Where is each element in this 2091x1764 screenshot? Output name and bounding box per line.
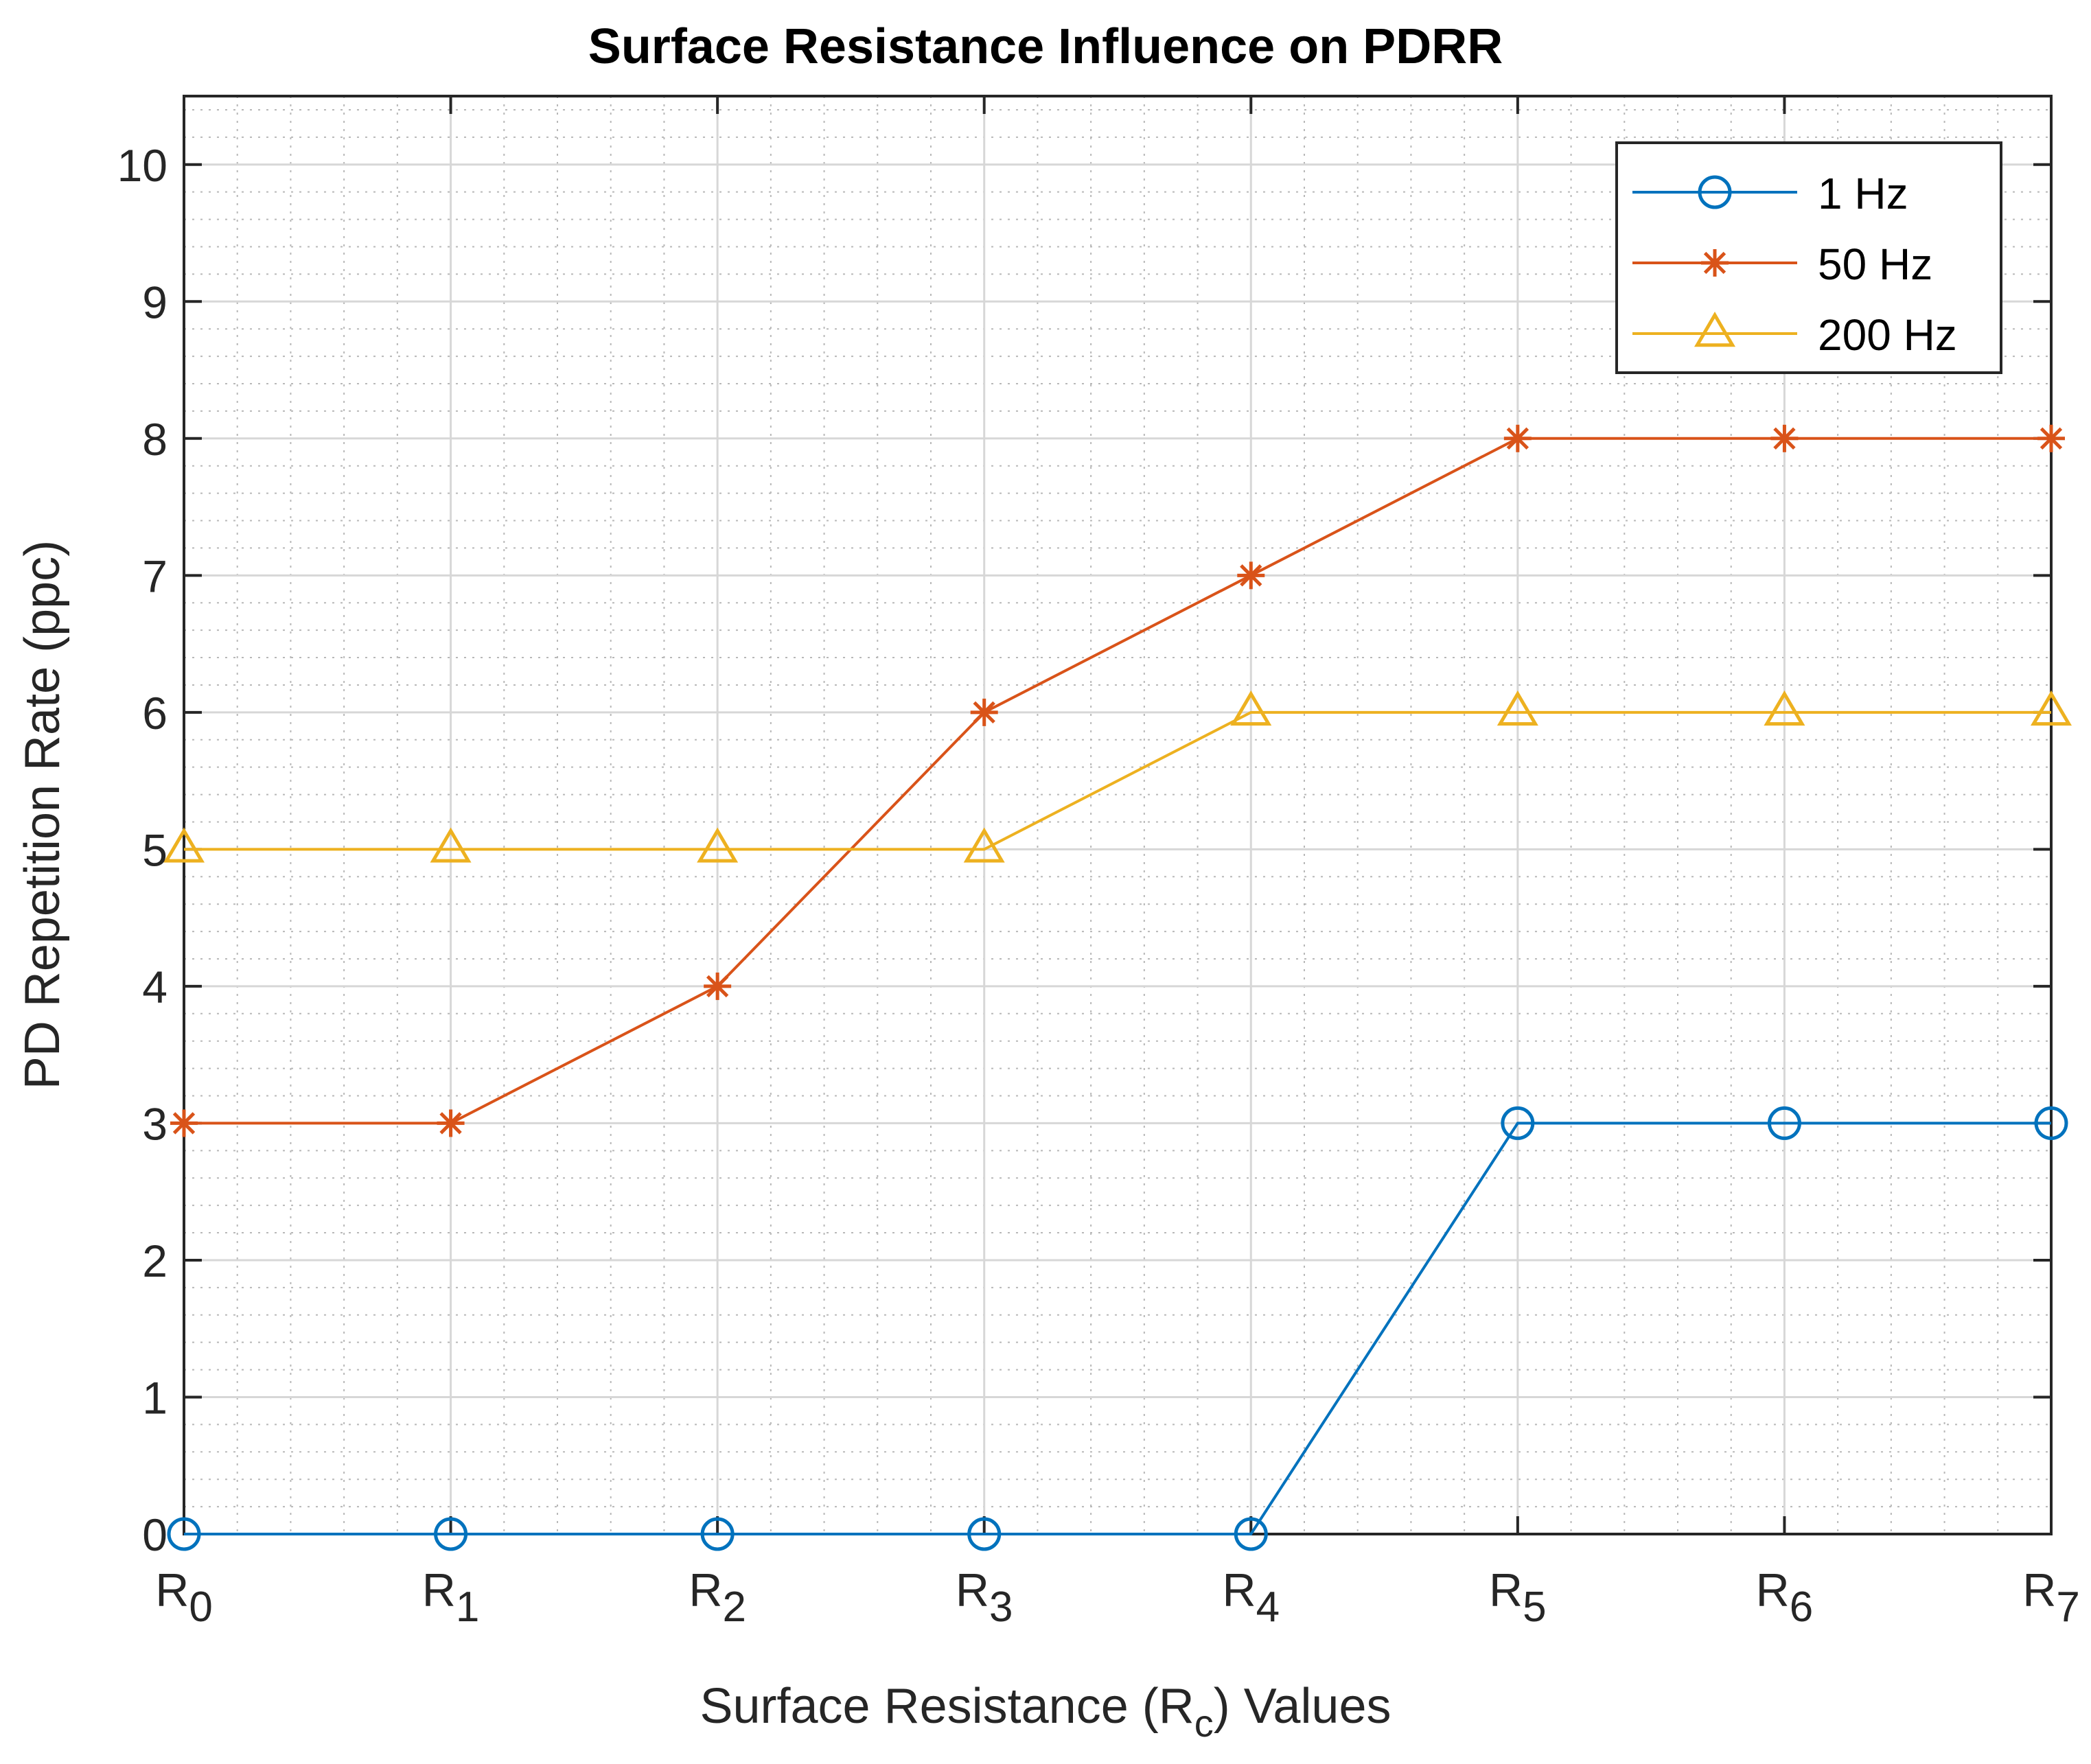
series-200-hz (163, 690, 2072, 863)
data-point-1-hz (434, 1517, 468, 1551)
data-point-200-hz (1230, 690, 1272, 726)
x-tick-label-base: R (1756, 1564, 1790, 1616)
x-tick-label-subscript: 1 (456, 1583, 479, 1631)
legend-label-200-hz: 200 Hz (1818, 310, 1957, 360)
series-line-1-hz (184, 1122, 2051, 1535)
data-point-200-hz (163, 827, 205, 863)
data-point-50-hz (970, 698, 998, 726)
y-tick-label: 3 (142, 1098, 167, 1149)
data-point-50-hz (2037, 424, 2065, 452)
legend-item-50-hz: 50 Hz (1632, 240, 1932, 289)
legend-item-200-hz: 200 Hz (1632, 310, 1957, 360)
data-point-1-hz (967, 1517, 1002, 1551)
y-axis-label: PD Repetition Rate (ppc) (15, 540, 70, 1089)
x-tick-label-subscript: 5 (1523, 1583, 1546, 1631)
y-tick-labels: 0 1 2 3 4 5 6 7 8 9 10 (117, 140, 167, 1560)
x-tick-label: R2 (689, 1564, 746, 1631)
x-tick-label-base: R (689, 1564, 722, 1616)
x-tick-label: R0 (155, 1564, 213, 1631)
series-line-50-hz (184, 437, 2051, 1125)
x-axis-label-subscript: c (1194, 1702, 1214, 1745)
data-point-200-hz (430, 827, 472, 863)
x-tick-label-subscript: 3 (989, 1583, 1013, 1631)
y-tick-label: 4 (142, 962, 167, 1012)
data-point-50-hz (1237, 561, 1265, 590)
data-point-200-hz (963, 827, 1005, 863)
x-tick-label-subscript: 6 (1790, 1583, 1813, 1631)
data-point-200-hz (2030, 690, 2072, 726)
data-point-1-hz (1234, 1517, 1268, 1551)
data-point-200-hz (697, 827, 739, 863)
data-point-50-hz (170, 1109, 198, 1137)
x-tick-label: R5 (1489, 1564, 1547, 1631)
legend-label-1-hz: 1 Hz (1818, 169, 1908, 218)
x-tick-label-subscript: 2 (722, 1583, 746, 1631)
x-tick-label-base: R (2022, 1564, 2056, 1616)
data-point-1-hz (167, 1517, 201, 1551)
series-layer (163, 424, 2072, 1551)
data-point-50-hz (704, 972, 732, 1000)
series-1-hz (167, 1106, 2068, 1551)
y-tick-label: 0 (142, 1509, 167, 1560)
x-axis-label-main: Surface Resistance (R (700, 1679, 1194, 1734)
data-point-50-hz (437, 1109, 465, 1137)
y-tick-label: 6 (142, 688, 167, 739)
x-tick-label-base: R (1222, 1564, 1256, 1616)
series-50-hz (170, 424, 2065, 1137)
x-tick-label-base: R (956, 1564, 989, 1616)
x-tick-label-base: R (1489, 1564, 1523, 1616)
x-tick-label-base: R (422, 1564, 456, 1616)
legend-marker-200-hz (1694, 312, 1736, 347)
x-tick-label: R6 (1756, 1564, 1814, 1631)
y-tick-label: 8 (142, 414, 167, 465)
x-tick-label: R4 (1222, 1564, 1280, 1631)
data-point-50-hz (1503, 424, 1532, 452)
chart-title: Surface Resistance Influence on PDRR (588, 19, 1503, 74)
data-point-200-hz (1764, 690, 1805, 726)
data-point-1-hz (700, 1517, 735, 1551)
x-tick-label-subscript: 0 (189, 1583, 212, 1631)
x-tick-label-base: R (155, 1564, 189, 1616)
y-tick-label: 1 (142, 1372, 167, 1423)
y-tick-label: 9 (142, 277, 167, 327)
x-axis-label: Surface Resistance (Rc) Values (700, 1679, 1391, 1745)
legend-label-50-hz: 50 Hz (1818, 240, 1932, 289)
data-point-200-hz (1497, 690, 1538, 726)
x-tick-labels: R0 R1 R2 R3 R4 R5 R6 R7 (155, 1564, 2080, 1631)
data-point-1-hz (1767, 1106, 1801, 1140)
data-point-1-hz (1501, 1106, 1535, 1140)
x-tick-label-subscript: 7 (2056, 1583, 2079, 1631)
legend-marker-1-hz (1698, 175, 1732, 209)
y-tick-label: 10 (117, 140, 167, 191)
x-tick-label: R3 (956, 1564, 1013, 1631)
x-axis-label-tail: ) Values (1214, 1679, 1391, 1734)
x-tick-label: R1 (422, 1564, 480, 1631)
data-point-50-hz (1770, 424, 1799, 452)
y-tick-label: 7 (142, 550, 167, 601)
y-tick-label: 5 (142, 824, 167, 875)
data-point-1-hz (2034, 1106, 2068, 1140)
legend-marker-50-hz (1701, 249, 1729, 277)
series-line-200-hz (184, 710, 2051, 851)
x-tick-label: R7 (2022, 1564, 2080, 1631)
legend-item-1-hz: 1 Hz (1632, 169, 1908, 218)
y-tick-label: 2 (142, 1235, 167, 1286)
x-tick-label-subscript: 4 (1256, 1583, 1280, 1631)
legend: 1 Hz 50 Hz 200 Hz (1615, 141, 2002, 374)
